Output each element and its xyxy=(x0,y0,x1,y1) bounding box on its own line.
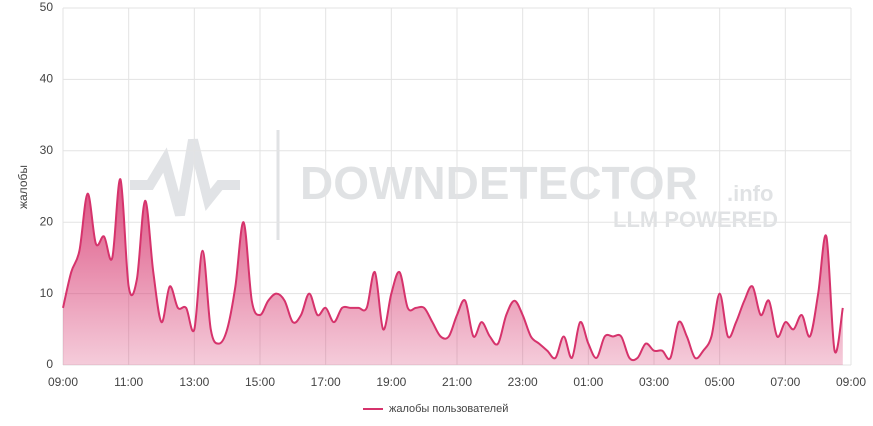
y-tick-label: 0 xyxy=(46,357,53,371)
watermark-tagline: LLM POWERED xyxy=(613,207,778,232)
area-fill xyxy=(63,179,843,365)
watermark-suffix: .info xyxy=(727,181,773,206)
y-tick-label: 20 xyxy=(40,214,54,228)
x-tick-label: 17:00 xyxy=(311,375,341,389)
watermark: DOWNDETECTOR .info LLM POWERED xyxy=(130,130,778,240)
x-tick-label: 11:00 xyxy=(114,375,143,389)
x-tick-label: 19:00 xyxy=(376,375,406,389)
x-tick-label: 15:00 xyxy=(245,375,275,389)
y-tick-label: 10 xyxy=(40,286,54,300)
x-tick-label: 13:00 xyxy=(179,375,209,389)
x-tick-label: 09:00 xyxy=(836,375,866,389)
watermark-logo xyxy=(130,138,240,217)
legend-label: жалобы пользователей xyxy=(389,403,508,415)
x-tick-label: 05:00 xyxy=(705,375,735,389)
x-tick-label: 07:00 xyxy=(770,375,800,389)
y-axis-label: жалобы xyxy=(16,165,30,209)
y-tick-label: 50 xyxy=(40,0,54,14)
y-tick-label: 30 xyxy=(40,143,54,157)
x-tick-label: 23:00 xyxy=(508,375,538,389)
legend: жалобы пользователей xyxy=(363,403,508,415)
watermark-brand: DOWNDETECTOR xyxy=(300,157,698,209)
series-line xyxy=(62,178,844,362)
x-tick-label: 21:00 xyxy=(442,375,472,389)
y-tick-label: 40 xyxy=(40,72,54,86)
x-tick-label: 01:00 xyxy=(573,375,603,389)
x-tick-label: 03:00 xyxy=(639,375,669,389)
x-tick-label: 09:00 xyxy=(48,375,78,389)
